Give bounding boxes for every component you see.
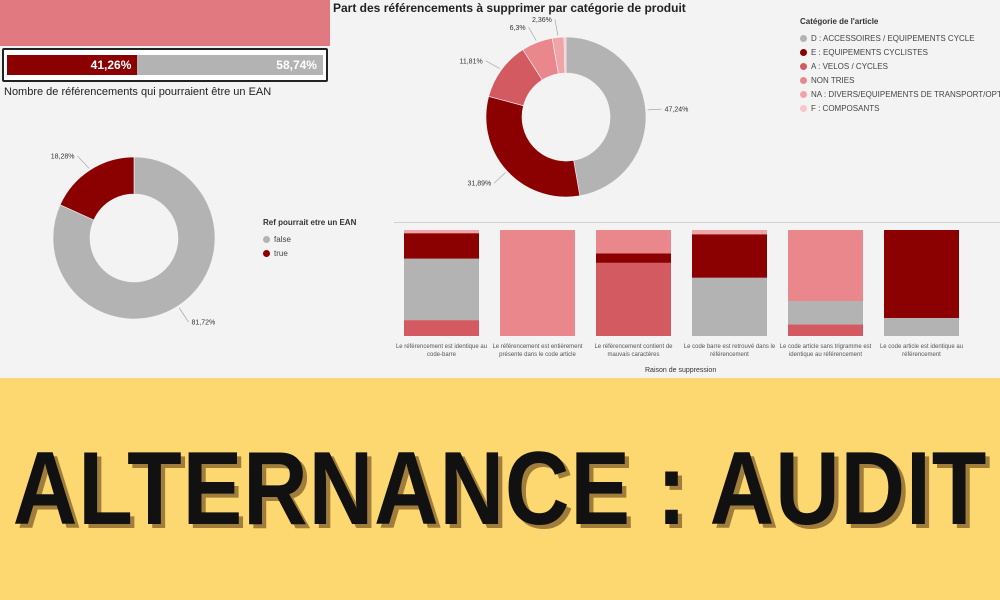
- legend-swatch: [800, 34, 807, 42]
- category-tick-label: Le référencement est identique au code-b…: [395, 344, 488, 358]
- pink-header-block: [0, 0, 330, 46]
- legend-label: true: [274, 248, 288, 258]
- category-donut-chart[interactable]: 47,24% 31,89% 11,81% 6,3% 2,36%: [459, 17, 688, 210]
- legend-swatch: [800, 48, 807, 56]
- legend-label: E : EQUIPEMENTS CYCLISTES: [811, 47, 928, 57]
- kpi-false-segment: 58,74%: [137, 55, 323, 75]
- donut-slice[interactable]: [59, 156, 135, 221]
- bar-segment[interactable]: [596, 262, 671, 336]
- kpi-true-segment: 41,26%: [7, 55, 138, 75]
- bar-segment[interactable]: [692, 230, 767, 235]
- bar-segment[interactable]: [788, 301, 863, 325]
- donut-slice[interactable]: [485, 96, 581, 198]
- reason-stacked-bar-chart[interactable]: [0, 0, 1000, 378]
- donut-slice[interactable]: [563, 36, 567, 74]
- donut-slice[interactable]: [565, 36, 647, 197]
- category-tick-label: Le référencement contient de mauvais car…: [594, 344, 673, 358]
- bar-segment[interactable]: [884, 230, 959, 318]
- kpi-false-label: 58,74%: [276, 58, 317, 72]
- legend-item[interactable]: A : VELOS / CYCLES: [800, 59, 1000, 73]
- ean-kpi-bar: 41,26% 58,74%: [7, 55, 323, 75]
- kpi-title: Nombre de référencements qui pourraient …: [4, 86, 272, 98]
- banner-title: ALTERNANCE : AUDIT: [12, 430, 988, 547]
- title-banner: ALTERNANCE : AUDIT: [0, 378, 1000, 600]
- legend-swatch: [800, 62, 807, 70]
- ean-donut-chart[interactable]: 81,72% 18,28%: [30, 145, 240, 335]
- slice-data-label: 81,72%: [192, 320, 216, 327]
- legend-swatch: [800, 90, 807, 98]
- legend-swatch: [263, 235, 270, 243]
- leader-line: [485, 60, 500, 69]
- legend-label: F : COMPOSANTS: [811, 103, 880, 113]
- chart-divider: [394, 222, 1000, 223]
- ean-kpi-card[interactable]: 41,26% 58,74%: [2, 48, 328, 82]
- bar-segment[interactable]: [404, 320, 479, 336]
- legend-label: NA : DIVERS/EQUIPEMENTS DE TRANSPORT/OPT…: [811, 89, 1000, 99]
- category-legend-title: Catégorie de l'article: [800, 17, 879, 26]
- legend-swatch: [800, 104, 807, 112]
- legend-item[interactable]: E : EQUIPEMENTS CYCLISTES: [800, 45, 1000, 59]
- category-tick-label: Le référencement est entièrement présent…: [492, 344, 583, 358]
- legend-item[interactable]: F : COMPOSANTS: [800, 101, 1000, 115]
- legend-item[interactable]: D : ACCESSOIRES / EQUIPEMENTS CYCLE: [800, 31, 1000, 45]
- kpi-true-label: 41,26%: [90, 58, 132, 72]
- category-tick-label: Le code barre est retrouvé dans le référ…: [683, 344, 776, 358]
- legend-item[interactable]: false: [263, 232, 356, 246]
- slice-data-label: 31,89%: [467, 181, 491, 188]
- reason-x-axis-title: Raison de suppression: [645, 367, 717, 374]
- ean-legend: Ref pourrait etre un EAN false true: [263, 218, 356, 260]
- category-tick-label: Le code article sans trigramme est ident…: [779, 344, 872, 358]
- legend-item[interactable]: true: [263, 246, 356, 260]
- bar-segment[interactable]: [404, 230, 479, 234]
- leader-line: [647, 108, 662, 111]
- bar-segment[interactable]: [692, 234, 767, 278]
- category-tick-label: Le code article est identique au référen…: [879, 344, 964, 358]
- category-chart-title: Part des référencements à supprimer par …: [333, 1, 686, 15]
- legend-item[interactable]: NON TRIES: [800, 73, 1000, 87]
- bar-segment[interactable]: [596, 230, 671, 254]
- legend-label: false: [274, 234, 291, 244]
- leader-line: [528, 27, 537, 41]
- donut-slice[interactable]: [52, 156, 216, 320]
- bar-segment[interactable]: [788, 230, 863, 302]
- legend-swatch: [800, 76, 807, 84]
- slice-data-label: 18,28%: [51, 153, 75, 160]
- leader-line: [178, 307, 189, 323]
- bar-segment[interactable]: [500, 230, 575, 336]
- leader-line: [77, 155, 90, 169]
- legend-label: D : ACCESSOIRES / EQUIPEMENTS CYCLE: [811, 33, 975, 43]
- slice-data-label: 11,81%: [459, 58, 482, 65]
- leader-line: [554, 19, 559, 36]
- slice-data-label: 2,36%: [532, 17, 552, 24]
- slice-data-label: 6,3%: [510, 25, 526, 32]
- legend-label: NON TRIES: [811, 75, 855, 85]
- category-legend: Catégorie de l'article D : ACCESSOIRES /…: [800, 17, 1000, 115]
- dashboard-screenshot: 41,26% 58,74% Nombre de référencements q…: [0, 0, 1000, 378]
- slice-data-label: 47,24%: [665, 107, 689, 114]
- bar-segment[interactable]: [788, 324, 863, 336]
- legend-item[interactable]: NA : DIVERS/EQUIPEMENTS DE TRANSPORT/OPT…: [800, 87, 1000, 101]
- legend-label: A : VELOS / CYCLES: [811, 61, 888, 71]
- ean-legend-title: Ref pourrait etre un EAN: [263, 218, 357, 227]
- legend-swatch: [263, 249, 270, 257]
- bar-segment[interactable]: [404, 233, 479, 259]
- bar-segment[interactable]: [404, 258, 479, 321]
- bar-segment[interactable]: [692, 277, 767, 336]
- leader-line: [494, 172, 506, 184]
- bar-segment[interactable]: [884, 317, 959, 336]
- bar-segment[interactable]: [596, 253, 671, 263]
